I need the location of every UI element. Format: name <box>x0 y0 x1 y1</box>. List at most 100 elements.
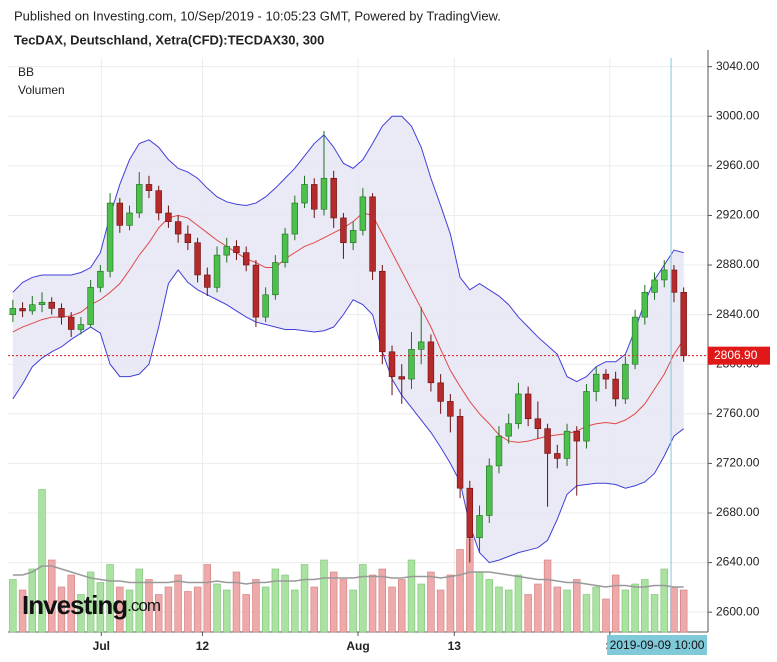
volume-bar <box>582 594 591 633</box>
y-tick-label: 2920.00 <box>716 208 760 222</box>
logo: Investing.com <box>22 590 161 620</box>
bb-upper <box>12 115 684 383</box>
volume-bar <box>329 571 338 633</box>
y-tick-label: 3000.00 <box>716 108 760 122</box>
volume-bar <box>252 579 260 633</box>
candle-body <box>476 515 483 539</box>
candle-body <box>359 196 367 231</box>
crosshair-box <box>607 635 708 655</box>
volume-bar <box>271 568 280 633</box>
candle-body <box>534 418 542 429</box>
volume-bar <box>495 586 503 633</box>
candle-body <box>505 423 512 437</box>
volume-bar <box>650 594 659 633</box>
candle-body <box>204 274 211 288</box>
volume-bar <box>281 574 289 633</box>
candle-body <box>661 269 668 281</box>
volume-bar <box>436 589 445 633</box>
volume-bar <box>67 574 75 633</box>
volume-bar <box>116 586 124 633</box>
y-tick-label: 2680.00 <box>716 505 760 519</box>
logo-suffix: .com <box>127 596 161 615</box>
candle-body <box>262 294 269 318</box>
candle-body <box>340 217 347 244</box>
volume-bar <box>242 594 250 633</box>
volume-bar <box>631 583 639 633</box>
volume-bar <box>573 579 581 633</box>
candle-body <box>126 212 133 226</box>
published-note: Published on Investing.com, 10/Sep/2019 … <box>14 8 501 23</box>
volume-bar <box>602 598 610 633</box>
volume-bar <box>524 594 532 633</box>
volume-bar <box>427 571 435 633</box>
volume-bar <box>407 559 416 633</box>
volume-bar <box>48 559 56 633</box>
candle-body <box>19 308 26 312</box>
volume-bar <box>388 586 396 633</box>
volume-bar <box>417 583 425 633</box>
last-price-label: 2806.90 <box>714 348 758 362</box>
candle-body <box>106 202 114 272</box>
bb-lower <box>12 269 684 564</box>
candle-body <box>631 316 639 365</box>
y-tick-label: 2840.00 <box>716 307 760 321</box>
candle-body <box>651 279 658 293</box>
candle-body <box>213 254 221 288</box>
crosshair-label: 2019-09-09 10:00 <box>610 638 705 652</box>
volume-bar <box>485 579 493 633</box>
candle-body <box>408 349 415 380</box>
candle-body <box>602 373 610 380</box>
candle-body <box>563 430 571 459</box>
candle-body <box>233 246 240 253</box>
volume-bar <box>213 583 221 633</box>
candle-body <box>447 401 454 417</box>
y-tick-label: 2600.00 <box>716 604 760 618</box>
candle-body <box>48 301 55 309</box>
bb-middle <box>12 212 685 443</box>
volume-bar <box>232 571 241 633</box>
volume-bar <box>164 586 173 633</box>
volume-bar <box>28 568 37 633</box>
volume-bar <box>77 594 85 633</box>
x-tick-label: Jul <box>93 639 110 653</box>
symbol-title: TecDAX, Deutschland, Xetra(CFD):TECDAX30… <box>14 32 324 47</box>
candle-body <box>58 308 65 318</box>
candle-body <box>67 316 75 330</box>
volume-bar <box>184 591 192 633</box>
volume-bar <box>18 589 27 633</box>
volume-bar <box>475 571 484 633</box>
candle-body <box>38 301 46 306</box>
volume-bar <box>534 583 542 633</box>
volume-bar <box>621 589 630 633</box>
volume-bar <box>446 574 455 633</box>
candle-body <box>272 262 279 296</box>
candle-body <box>145 184 153 191</box>
volume-bar <box>223 589 231 633</box>
candle-body <box>223 246 230 256</box>
candle-body <box>437 382 444 402</box>
candle-body <box>612 378 619 400</box>
candle-body <box>174 221 182 235</box>
volume-bar <box>300 564 309 633</box>
candle-body <box>116 202 124 226</box>
volume-bar <box>553 586 562 633</box>
candle-body <box>398 376 405 380</box>
candle-body <box>417 341 425 350</box>
candle-body <box>184 233 192 244</box>
volume-bar <box>86 571 95 633</box>
volume-bar <box>504 589 513 633</box>
y-tick-label: 2760.00 <box>716 406 760 420</box>
plot-area: 2600.002640.002680.002720.002760.002800.… <box>8 50 770 655</box>
y-tick-label: 2880.00 <box>716 257 760 271</box>
volume-bar <box>563 589 571 633</box>
candle-body <box>573 430 580 442</box>
candle-body <box>194 242 201 276</box>
y-tick-label: 3040.00 <box>716 59 760 73</box>
candle-body <box>641 292 649 318</box>
volume-bar <box>261 586 270 633</box>
candle-body <box>29 304 36 312</box>
candle-body <box>311 184 318 210</box>
volume-bar <box>670 586 678 633</box>
candle-body <box>349 230 357 244</box>
